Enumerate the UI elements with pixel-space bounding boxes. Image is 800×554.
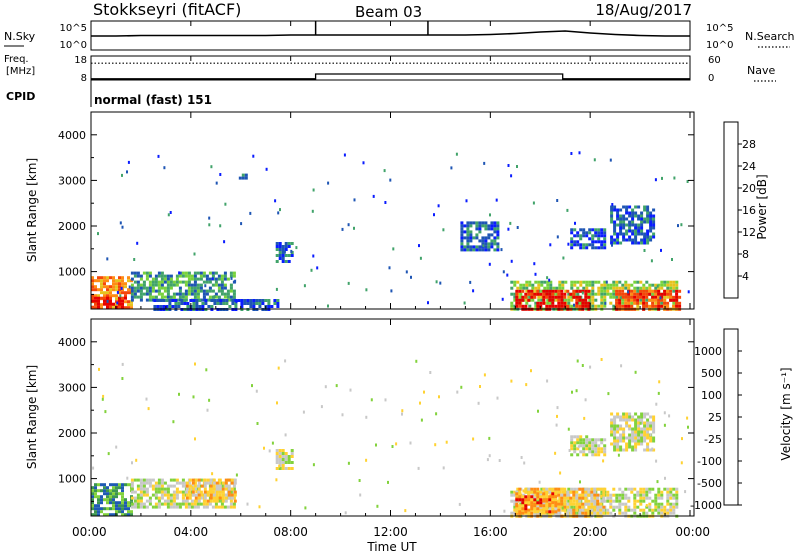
power-cbar-label: Power [dB]	[755, 174, 769, 239]
nave-tick-bottom: 0	[708, 73, 714, 84]
power-region-6	[460, 221, 500, 252]
power-region-9	[615, 289, 682, 311]
power-cbar-label-5: 24	[742, 160, 756, 173]
xtick-label-2: 08:00	[273, 525, 308, 539]
power-cbar-label-6: 28	[742, 138, 756, 151]
velocity-region-6	[515, 492, 558, 514]
velocity-cbar-label-5: -100	[697, 455, 722, 468]
velocity-region-7	[570, 435, 607, 457]
station-title: Stokkseyri (fitACF)	[93, 0, 241, 19]
power-region-10	[570, 228, 607, 250]
power-ytick-label-0: 1000	[58, 266, 86, 279]
power-cbar-label-2: 12	[742, 226, 756, 239]
power-scatter	[97, 151, 690, 308]
nave-tick-top: 60	[708, 55, 721, 66]
velocity-cbar-label-7: -1000	[690, 499, 722, 512]
xtick-label-0: 00:00	[72, 525, 107, 539]
cpid-label: CPID	[6, 90, 35, 103]
velocity-scatter	[92, 358, 689, 515]
nsearch-label: N.Search	[745, 30, 795, 43]
xtick-label-1: 04:00	[174, 525, 209, 539]
nsky-panel: N.Sky 10^5 10^0 10^5 10^0 N.Search	[4, 20, 795, 51]
date-label: 18/Aug/2017	[595, 1, 692, 19]
power-panel: Slant Range [km] 1000 2000 3000 4000 4 8 12 16…	[25, 111, 769, 311]
xtick-label-6: 00:00	[675, 525, 710, 539]
xaxis-label: Time UT	[366, 540, 417, 554]
freq-tick-top: 18	[74, 55, 87, 66]
velocity-ytick-label-0: 1000	[58, 473, 86, 486]
velocity-cbar-label-2: 100	[701, 389, 722, 402]
velocity-cbar-label: Velocity [m s⁻¹]	[779, 367, 793, 460]
velocity-cbar-label-6: -500	[697, 477, 722, 490]
velocity-ytick-label-2: 3000	[58, 381, 86, 394]
xtick-label-4: 16:00	[473, 525, 508, 539]
power-ytick-label-2: 3000	[58, 174, 86, 187]
power-cbar-label-0: 4	[742, 270, 749, 283]
velocity-ytick-label-3: 4000	[58, 336, 86, 349]
power-region-1	[91, 296, 127, 309]
velocity-region-3	[275, 449, 294, 470]
freq-tick-bottom: 8	[81, 73, 87, 84]
nsky-tick-top: 10^5	[60, 23, 87, 34]
nsearch-tick-top: 10^5	[706, 23, 733, 34]
xtick-label-3: 12:00	[373, 525, 408, 539]
nave-label: Nave	[747, 64, 775, 77]
freq-label-line2: [MHz]	[6, 66, 35, 77]
power-cbar-frame	[723, 121, 739, 299]
nsky-line	[91, 30, 690, 37]
power-region-8	[515, 289, 591, 311]
velocity-panel: Slant Range [km] 1000 2000 3000 4000 1000 50…	[25, 318, 793, 518]
power-region-11	[610, 205, 656, 245]
nsky-label: N.Sky	[4, 30, 36, 43]
velocity-cbar-label-4: -25	[704, 433, 722, 446]
power-region-5	[238, 173, 248, 180]
freq-line	[91, 73, 690, 80]
velocity-ylabel: Slant Range [km]	[25, 365, 39, 469]
power-ytick-label-3: 4000	[58, 129, 86, 142]
velocity-cbar-label-1: 500	[701, 367, 722, 380]
power-region-2	[130, 271, 236, 302]
nsky-tick-bottom: 10^0	[60, 40, 87, 51]
power-cbar-label-3: 16	[742, 204, 756, 217]
cpid-value: normal (fast) 151	[94, 93, 212, 107]
beam-label: Beam 03	[355, 3, 422, 21]
velocity-ytick-label-1: 2000	[58, 427, 86, 440]
velocity-cbar-frame	[723, 328, 739, 506]
power-region-0	[91, 276, 133, 310]
velocity-region-8	[610, 412, 656, 452]
velocity-cbar-label-0: 1000	[694, 345, 722, 358]
freq-label-line1: Freq.	[4, 54, 29, 65]
power-ylabel: Slant Range [km]	[25, 158, 39, 262]
power-cbar-label-1: 8	[742, 248, 749, 261]
nsearch-tick-bottom: 10^0	[706, 40, 733, 51]
power-ytick-label-1: 2000	[58, 220, 86, 233]
xtick-label-5: 20:00	[573, 525, 608, 539]
power-cbar-label-4: 20	[742, 182, 756, 195]
velocity-region-2	[185, 478, 237, 503]
velocity-region-0	[91, 483, 133, 517]
velocity-cbar-label-3: 25	[708, 411, 722, 424]
